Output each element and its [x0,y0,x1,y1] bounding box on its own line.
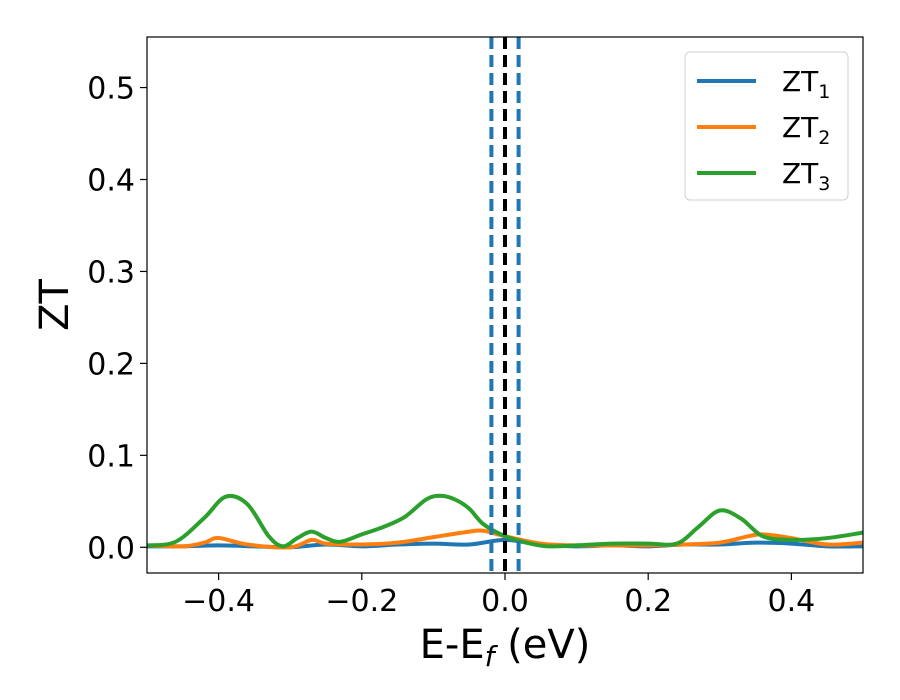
legend-label-main: ZT [782,65,819,98]
legend-label-sub: 1 [818,81,830,103]
x-axis-title: E-Ef (eV) [420,622,591,673]
y-tick-label: 0.0 [87,531,135,566]
x-tick-label: −0.2 [325,584,398,619]
x-tick-label: 0.0 [481,584,529,619]
x-axis-ticks: −0.4 −0.2 0.0 0.2 0.4 [182,573,815,619]
series-line-3 [147,493,863,549]
series-layer [147,493,863,550]
legend-label-main: ZT [782,157,819,190]
y-axis-title: ZT [32,279,78,331]
x-tick-label: −0.4 [182,584,255,619]
legend-box [684,51,849,201]
legend-label-3: ZT3 [782,157,830,195]
legend-label-sub: 2 [818,127,830,149]
legend-label-2: ZT2 [782,111,830,149]
y-tick-label: 0.4 [87,164,135,199]
y-tick-label: 0.2 [87,347,135,382]
x-axis-title-tail: (eV) [494,622,590,668]
x-tick-label: 0.2 [624,584,672,619]
plot-area [147,37,863,573]
y-tick-label: 0.3 [87,255,135,290]
x-axis-title-main: E-E [420,622,485,668]
reference-lines [489,37,521,573]
y-axis-ticks: 0.0 0.1 0.2 0.3 0.4 0.5 [87,72,147,566]
legend-label-sub: 3 [818,173,830,195]
y-tick-label: 0.1 [87,439,135,474]
series-line-2 [147,528,863,550]
x-tick-label: 0.4 [768,584,816,619]
legend-label-main: ZT [782,111,819,144]
y-tick-label: 0.5 [87,72,135,107]
legend-label-1: ZT1 [782,65,830,103]
